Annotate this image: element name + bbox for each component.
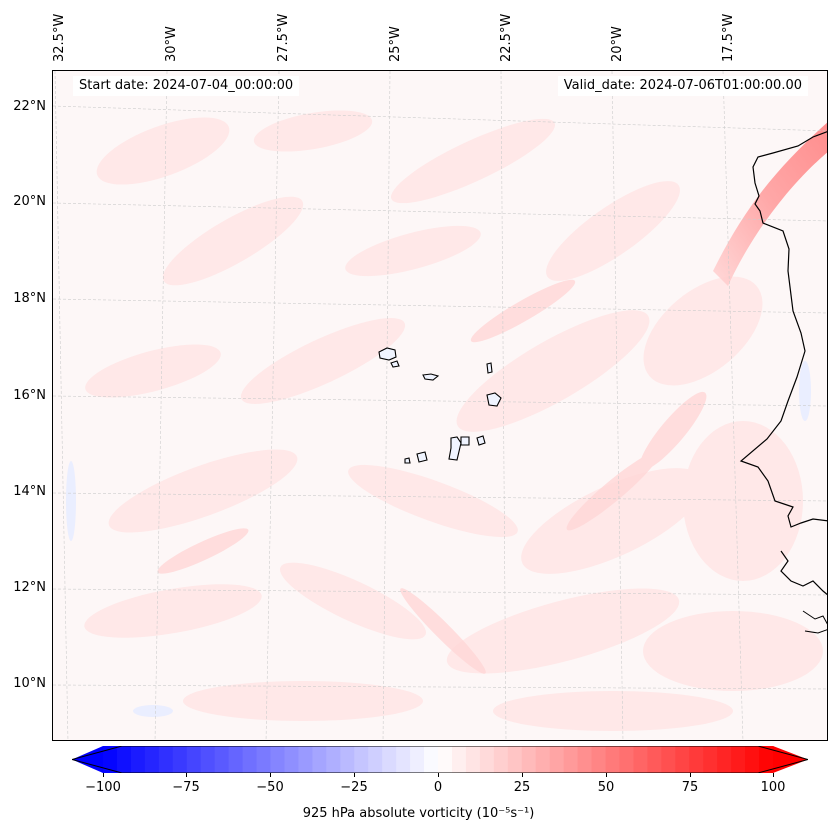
colorbar-cell	[172, 746, 188, 773]
colorbar-cell	[186, 746, 202, 773]
colorbar-cell	[521, 746, 537, 773]
lon-label-32-5w: 32.5°W	[52, 13, 67, 62]
start-date-label: Start date: 2024-07-04_00:00:00	[73, 76, 300, 96]
lon-label-27-5w: 27.5°W	[276, 13, 291, 62]
colorbar-tick-label: 0	[433, 780, 443, 795]
colorbar-cell	[619, 746, 634, 773]
lon-label-17-5w: 17.5°W	[721, 13, 736, 62]
lon-label-22-5w: 22.5°W	[499, 13, 514, 62]
colorbar-cell	[438, 746, 453, 773]
colorbar-cell	[396, 746, 411, 773]
colorbar-cell	[577, 746, 593, 773]
colorbar-tick-label: −100	[85, 780, 121, 795]
colorbar-tick-label: −75	[172, 780, 200, 795]
colorbar-cell	[465, 746, 481, 773]
colorbar-tick-label: 25	[513, 780, 531, 795]
lat-label-14n: 14°N	[13, 484, 46, 499]
colorbar-cell	[158, 746, 174, 773]
colorbar-cell	[116, 746, 132, 773]
colorbar-cell	[326, 746, 341, 773]
colorbar-cell	[312, 746, 327, 773]
colorbar-cell	[410, 746, 425, 773]
map-plot-area	[52, 70, 828, 741]
colorbar-cell	[647, 746, 662, 773]
lat-label-12n: 12°N	[13, 580, 46, 595]
lon-label-30w: 30°W	[164, 26, 179, 62]
colorbar-cell	[703, 746, 718, 773]
colorbar-min-extend	[72, 746, 103, 773]
colorbar-cell	[731, 746, 746, 773]
graticule	[53, 71, 827, 740]
colorbar-tick-label: −25	[340, 780, 368, 795]
colorbar-cell	[144, 746, 160, 773]
colorbar-cell	[745, 746, 760, 773]
colorbar-cell	[535, 746, 551, 773]
colorbar-cell	[493, 746, 509, 773]
colorbar-cell	[633, 746, 648, 773]
vorticity-band	[713, 122, 827, 286]
cape-verde-islands	[378, 347, 502, 464]
colorbar-cell	[214, 746, 230, 773]
colorbar-cell	[130, 746, 146, 773]
colorbar-tick-label: −50	[256, 780, 284, 795]
colorbar-cell	[591, 746, 606, 773]
colorbar-tick-label: 100	[760, 780, 786, 795]
colorbar-tick-label: 50	[597, 780, 615, 795]
lat-label-20n: 20°N	[13, 194, 46, 209]
colorbar-cell	[451, 746, 467, 773]
colorbar-cell	[340, 746, 355, 773]
colorbar-cell	[256, 746, 271, 773]
colorbar-cell	[242, 746, 258, 773]
colorbar-cell	[103, 746, 118, 773]
lat-label-10n: 10°N	[13, 676, 46, 691]
colorbar-cell	[200, 746, 216, 773]
colorbar-cell	[228, 746, 244, 773]
africa-coastline	[739, 131, 827, 528]
colorbar-title: 925 hPa absolute vorticity (10⁻⁵s⁻¹)	[302, 806, 535, 821]
colorbar-cell	[284, 746, 299, 773]
colorbar-cell	[717, 746, 732, 773]
lat-label-16n: 16°N	[13, 388, 46, 403]
colorbar-cell	[549, 746, 565, 773]
lat-label-22n: 22°N	[13, 99, 46, 114]
vorticity-patches	[84, 110, 823, 731]
colorbar-cell	[563, 746, 579, 773]
colorbar-cell	[368, 746, 383, 773]
colorbar-cell	[354, 746, 369, 773]
vorticity-field	[53, 71, 827, 740]
colorbar-cell	[675, 746, 690, 773]
colorbar-cell	[479, 746, 495, 773]
lat-label-18n: 18°N	[13, 291, 46, 306]
colorbar-cell	[689, 746, 704, 773]
colorbar-cell	[382, 746, 397, 773]
colorbar-cell	[759, 746, 774, 773]
colorbar-cell	[661, 746, 676, 773]
colorbar-cell	[507, 746, 523, 773]
valid-date-label: Valid_date: 2024-07-06T01:00:00.00	[557, 76, 808, 96]
colorbar-cell	[424, 746, 439, 773]
lon-label-25w: 25°W	[388, 26, 403, 62]
colorbar-cell	[270, 746, 285, 773]
colorbar-max-extend	[773, 746, 808, 773]
colorbar-cell	[298, 746, 313, 773]
lon-label-20w: 20°W	[610, 26, 625, 62]
colorbar	[72, 746, 808, 773]
colorbar-tick-label: 75	[681, 780, 699, 795]
colorbar-cell	[605, 746, 620, 773]
